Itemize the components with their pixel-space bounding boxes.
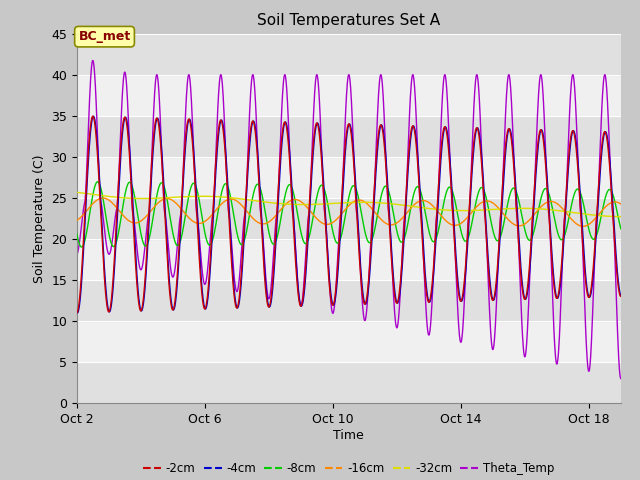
-32cm <box>337 200 345 206</box>
-4cm <box>338 204 346 210</box>
Theta_Temp <box>73 252 81 258</box>
-16cm <box>323 221 331 227</box>
Bar <box>77 280 621 321</box>
-32cm <box>601 213 609 219</box>
-32cm <box>501 206 509 212</box>
-8cm <box>338 231 346 237</box>
-8cm <box>73 231 81 237</box>
-16cm <box>101 195 109 201</box>
Bar <box>77 239 621 280</box>
-2cm <box>602 129 609 135</box>
Bar <box>77 75 621 116</box>
-2cm <box>323 252 331 258</box>
-16cm <box>602 204 609 210</box>
Theta_Temp <box>323 240 331 246</box>
-2cm <box>502 144 509 150</box>
Title: Soil Temperatures Set A: Soil Temperatures Set A <box>257 13 440 28</box>
-32cm <box>73 190 81 195</box>
-16cm <box>579 224 587 229</box>
-4cm <box>324 246 332 252</box>
Line: -4cm: -4cm <box>77 116 621 313</box>
-32cm <box>601 213 609 219</box>
Bar <box>77 157 621 198</box>
Theta_Temp <box>502 114 509 120</box>
-8cm <box>502 211 509 217</box>
Bar <box>77 198 621 239</box>
-16cm <box>99 195 107 201</box>
Line: -2cm: -2cm <box>77 116 621 313</box>
-4cm <box>101 276 109 282</box>
-16cm <box>617 201 625 207</box>
-2cm <box>338 197 346 203</box>
-16cm <box>338 211 346 217</box>
-8cm <box>93 179 101 185</box>
Line: -16cm: -16cm <box>77 198 621 227</box>
-32cm <box>617 214 625 219</box>
Theta_Temp <box>602 73 609 79</box>
-2cm <box>73 310 81 316</box>
-32cm <box>100 193 108 199</box>
Bar <box>77 116 621 157</box>
-4cm <box>617 293 625 299</box>
Bar <box>77 321 621 362</box>
-16cm <box>73 217 81 223</box>
-32cm <box>323 201 331 207</box>
-2cm <box>101 281 109 287</box>
Y-axis label: Soil Temperature (C): Soil Temperature (C) <box>33 154 45 283</box>
-4cm <box>73 309 81 315</box>
-4cm <box>502 148 509 154</box>
Bar <box>77 362 621 403</box>
-8cm <box>617 226 625 232</box>
-4cm <box>74 310 81 316</box>
-2cm <box>601 129 609 134</box>
Theta_Temp <box>617 376 625 382</box>
-2cm <box>617 294 625 300</box>
Theta_Temp <box>89 58 97 63</box>
-4cm <box>602 129 609 134</box>
-2cm <box>89 113 97 119</box>
-16cm <box>602 204 609 210</box>
Line: -8cm: -8cm <box>77 182 621 247</box>
-8cm <box>101 208 109 214</box>
Theta_Temp <box>338 203 346 209</box>
-8cm <box>324 199 332 205</box>
X-axis label: Time: Time <box>333 429 364 442</box>
Text: BC_met: BC_met <box>78 30 131 43</box>
Theta_Temp <box>601 72 609 78</box>
Theta_Temp <box>101 229 109 235</box>
-8cm <box>78 244 86 250</box>
Line: -32cm: -32cm <box>77 192 621 216</box>
Legend: -2cm, -4cm, -8cm, -16cm, -32cm, Theta_Temp: -2cm, -4cm, -8cm, -16cm, -32cm, Theta_Te… <box>139 457 559 480</box>
-4cm <box>90 113 97 119</box>
Bar <box>77 34 621 75</box>
-4cm <box>602 129 609 134</box>
-8cm <box>602 195 609 201</box>
-16cm <box>502 214 509 219</box>
-8cm <box>602 194 609 200</box>
Line: Theta_Temp: Theta_Temp <box>77 60 621 379</box>
